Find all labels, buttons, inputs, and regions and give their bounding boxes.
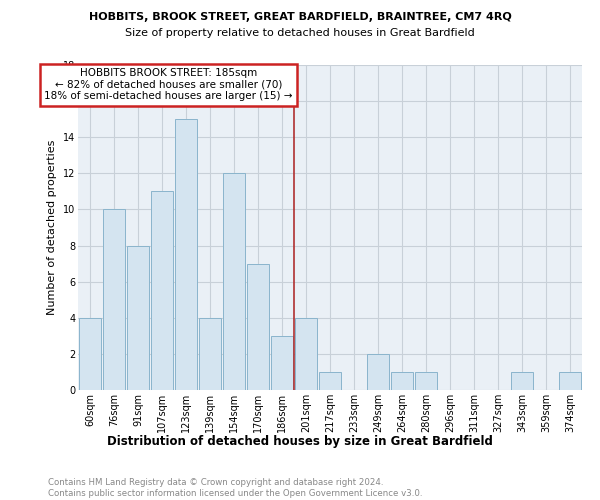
Y-axis label: Number of detached properties: Number of detached properties	[47, 140, 57, 315]
Bar	[79, 318, 101, 390]
Bar	[151, 192, 173, 390]
Bar	[247, 264, 269, 390]
Bar	[367, 354, 389, 390]
Bar	[103, 210, 125, 390]
Bar	[295, 318, 317, 390]
Bar	[391, 372, 413, 390]
Text: Distribution of detached houses by size in Great Bardfield: Distribution of detached houses by size …	[107, 435, 493, 448]
Text: Contains HM Land Registry data © Crown copyright and database right 2024.
Contai: Contains HM Land Registry data © Crown c…	[48, 478, 422, 498]
Bar	[319, 372, 341, 390]
Bar	[223, 174, 245, 390]
Bar	[415, 372, 437, 390]
Text: Size of property relative to detached houses in Great Bardfield: Size of property relative to detached ho…	[125, 28, 475, 38]
Bar	[175, 119, 197, 390]
Bar	[559, 372, 581, 390]
Bar	[127, 246, 149, 390]
Text: HOBBITS, BROOK STREET, GREAT BARDFIELD, BRAINTREE, CM7 4RQ: HOBBITS, BROOK STREET, GREAT BARDFIELD, …	[89, 12, 511, 22]
Bar	[199, 318, 221, 390]
Bar	[271, 336, 293, 390]
Bar	[511, 372, 533, 390]
Text: HOBBITS BROOK STREET: 185sqm
← 82% of detached houses are smaller (70)
18% of se: HOBBITS BROOK STREET: 185sqm ← 82% of de…	[44, 68, 293, 102]
